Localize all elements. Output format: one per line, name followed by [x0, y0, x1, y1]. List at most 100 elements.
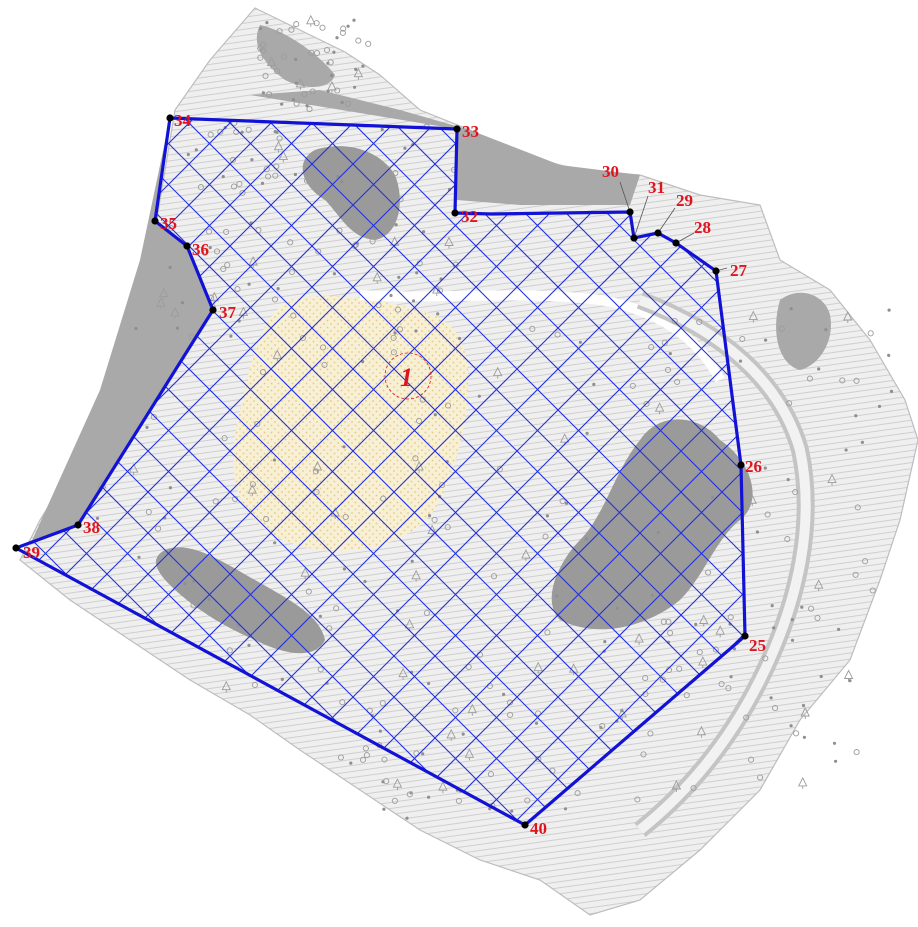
vertex-label-28: 28	[694, 218, 711, 237]
hatch-line	[16, 118, 26, 825]
map-symbol	[643, 400, 650, 407]
map-symbol	[667, 629, 674, 636]
map-symbol	[340, 180, 344, 184]
map-symbol	[412, 455, 419, 462]
map-symbol	[295, 77, 306, 90]
hatch-line	[286, 118, 745, 825]
vertex-label-33: 33	[462, 122, 479, 141]
map-symbol	[260, 41, 267, 48]
map-symbol	[464, 748, 475, 761]
label-leaders	[619, 181, 728, 272]
map-symbol	[415, 417, 423, 424]
map-symbol	[887, 308, 891, 312]
map-symbol	[521, 549, 531, 562]
map-symbol	[293, 100, 300, 107]
map-symbol	[696, 725, 707, 738]
map-symbol	[309, 88, 316, 95]
hatch-line	[16, 118, 477, 825]
map-symbol	[288, 268, 296, 276]
map-symbol	[887, 353, 891, 357]
map-symbol	[208, 246, 212, 250]
map-symbol	[134, 326, 138, 331]
map-symbol	[276, 287, 280, 291]
vertex-30	[626, 208, 634, 216]
map-symbol	[784, 536, 791, 543]
map-symbol	[877, 404, 882, 408]
map-symbol	[359, 756, 367, 763]
map-symbol	[221, 435, 228, 442]
map-symbol	[303, 177, 311, 184]
map-symbol	[452, 707, 459, 714]
map-symbol	[806, 375, 813, 382]
map-symbol	[786, 478, 790, 482]
map-symbol	[335, 36, 339, 40]
map-symbol	[427, 681, 431, 686]
map-symbol	[344, 100, 351, 107]
map-symbol	[457, 336, 462, 341]
vertex-28	[672, 239, 680, 247]
map-symbol	[490, 573, 498, 580]
vertex-37	[209, 306, 217, 314]
vertex-label-36: 36	[192, 240, 209, 259]
map-symbol	[789, 724, 793, 728]
map-symbol	[349, 761, 353, 765]
map-symbol	[155, 525, 162, 532]
map-symbol	[393, 331, 397, 335]
map-symbol	[340, 25, 347, 32]
vertex-label-32: 32	[461, 207, 478, 226]
map-symbol	[696, 649, 703, 656]
map-symbol	[293, 172, 297, 177]
map-symbol	[306, 106, 313, 113]
map-symbol	[674, 378, 681, 385]
map-symbol	[397, 196, 404, 203]
map-symbol	[337, 754, 344, 761]
map-symbol	[770, 604, 774, 608]
map-symbol	[271, 296, 279, 303]
vertex-25	[741, 632, 749, 640]
map-symbol	[524, 797, 531, 804]
map-symbol	[325, 191, 332, 198]
map-symbol	[362, 745, 369, 752]
map-symbol	[853, 749, 860, 756]
map-symbol	[150, 413, 157, 421]
map-symbol	[507, 711, 514, 718]
map-symbol	[411, 299, 416, 303]
map-symbol	[381, 756, 388, 763]
settlement-area	[233, 295, 469, 551]
map-symbol	[860, 440, 865, 444]
vertex-label-30: 30	[602, 162, 619, 181]
map-symbol	[398, 667, 408, 680]
map-symbol	[414, 329, 418, 333]
map-symbol	[392, 778, 403, 791]
hatch-line	[16, 118, 395, 825]
vertex-label-39: 39	[23, 543, 40, 562]
map-symbol	[323, 46, 331, 54]
map-symbol	[221, 175, 225, 179]
map-symbol	[634, 796, 641, 803]
map-symbol	[467, 703, 478, 716]
vertex-label-34: 34	[174, 111, 192, 130]
map-symbol	[280, 102, 284, 106]
map-symbol	[832, 741, 837, 745]
map-symbol	[168, 265, 172, 269]
map-symbol	[272, 172, 279, 179]
map-symbol	[738, 359, 743, 363]
map-symbol	[506, 699, 514, 706]
map-symbol	[263, 166, 270, 173]
map-symbol	[321, 361, 328, 368]
map-symbol	[792, 488, 799, 496]
map-symbol	[654, 402, 665, 415]
map-symbol	[772, 705, 779, 712]
hatch-line	[16, 118, 666, 825]
map-symbol	[839, 377, 846, 384]
map-symbol	[432, 284, 442, 297]
map-symbol	[259, 27, 263, 31]
map-symbol	[261, 91, 265, 95]
map-symbol	[247, 643, 251, 647]
vertex-27	[712, 267, 720, 275]
map-symbol	[853, 377, 860, 384]
map-symbol	[339, 699, 346, 706]
map-symbol	[615, 606, 620, 610]
map-symbol	[764, 338, 768, 342]
